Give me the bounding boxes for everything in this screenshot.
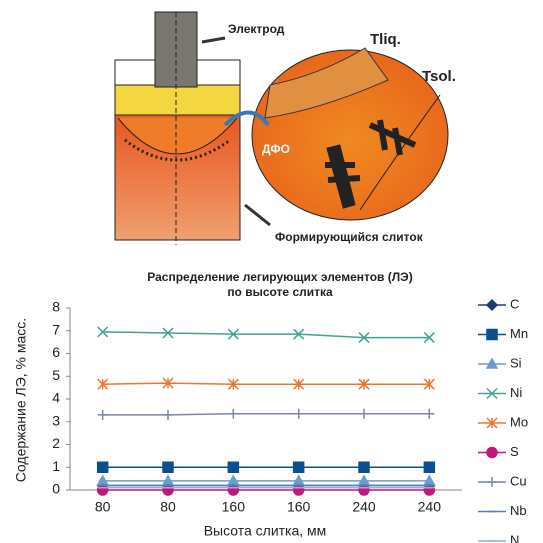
solid-front	[124, 138, 231, 162]
marker	[486, 328, 498, 341]
slag-layer	[114, 84, 241, 116]
marker	[486, 446, 498, 459]
marker	[162, 377, 174, 389]
marker	[423, 484, 436, 496]
marker	[293, 408, 304, 419]
legend-label: Cu	[510, 473, 527, 488]
y-tick-label: 1	[52, 458, 60, 474]
marker	[487, 477, 497, 487]
marker	[358, 332, 370, 344]
chart-title: Распределение легирующих элементов (ЛЭ)	[147, 270, 412, 284]
legend-label: S	[510, 444, 519, 459]
label: Формирующийся слиток	[275, 230, 424, 244]
label: Tliq.	[370, 31, 401, 48]
x-tick-label: 80	[95, 499, 111, 515]
marker	[424, 408, 435, 419]
label: Tsol.	[422, 68, 456, 85]
x-tick-label: 80	[160, 499, 176, 515]
marker	[423, 332, 435, 344]
marker	[292, 461, 305, 473]
chart: Распределение легирующих элементов (ЛЭ) …	[13, 270, 528, 543]
arrow	[244, 203, 271, 227]
y-tick-label: 6	[52, 344, 60, 360]
label: Электрод	[228, 22, 285, 36]
legend-label: Mn	[510, 326, 528, 341]
marker	[292, 484, 305, 496]
label: ДФО	[262, 142, 290, 156]
marker	[486, 387, 498, 400]
y-tick-label: 7	[52, 321, 60, 337]
marker	[293, 328, 305, 340]
marker	[162, 461, 174, 473]
y-tick-label: 4	[52, 390, 60, 406]
legend-label: Nb	[510, 503, 527, 518]
marker	[358, 461, 370, 473]
liquid-zone	[264, 47, 389, 119]
marker	[227, 328, 239, 340]
marker	[227, 484, 240, 496]
x-tick-label: 240	[352, 499, 376, 515]
marker	[163, 409, 173, 420]
chart-title: по высоте слитка	[227, 285, 333, 299]
marker	[97, 326, 109, 338]
series-line	[102, 413, 430, 416]
marker	[423, 378, 435, 390]
dendrites	[325, 119, 417, 209]
x-tick-label: 160	[287, 499, 311, 515]
diagram: Электрод Tliq. Tsol. ДФО Формирующийся с…	[114, 11, 456, 245]
legend-label: N	[510, 532, 519, 543]
marker	[485, 298, 499, 312]
y-tick-label: 2	[52, 435, 60, 451]
series-line	[102, 382, 430, 385]
y-tick-label: 3	[52, 412, 60, 428]
series-line	[102, 331, 430, 339]
x-tick-label: 160	[222, 499, 246, 515]
marker	[96, 484, 109, 496]
marker	[96, 461, 109, 473]
arrow	[201, 36, 226, 44]
marker	[423, 461, 436, 473]
x-axis-label: Высота слитка, мм	[204, 523, 327, 539]
marker	[228, 408, 239, 419]
legend-label: C	[510, 296, 519, 311]
marker	[97, 409, 108, 420]
marker	[227, 378, 239, 390]
y-axis-label: Содержание ЛЭ, % масс.	[13, 318, 29, 482]
y-tick-label: 5	[52, 367, 60, 383]
legend-label: Mo	[510, 414, 528, 429]
marker	[293, 378, 305, 390]
x-tick-label: 240	[418, 499, 442, 515]
metal-pool	[117, 117, 238, 155]
zoom-arrow	[223, 110, 270, 127]
marker	[162, 327, 174, 339]
marker	[359, 408, 369, 419]
marker	[358, 484, 370, 496]
marker	[485, 357, 499, 369]
marker	[486, 417, 498, 429]
y-tick-label: 8	[52, 299, 60, 315]
marker	[358, 378, 370, 390]
marker	[97, 378, 109, 390]
legend-label: Si	[510, 355, 522, 370]
y-tick-label: 0	[52, 481, 60, 497]
marker	[162, 484, 174, 496]
legend-label: Ni	[510, 385, 522, 400]
marker	[227, 461, 240, 473]
